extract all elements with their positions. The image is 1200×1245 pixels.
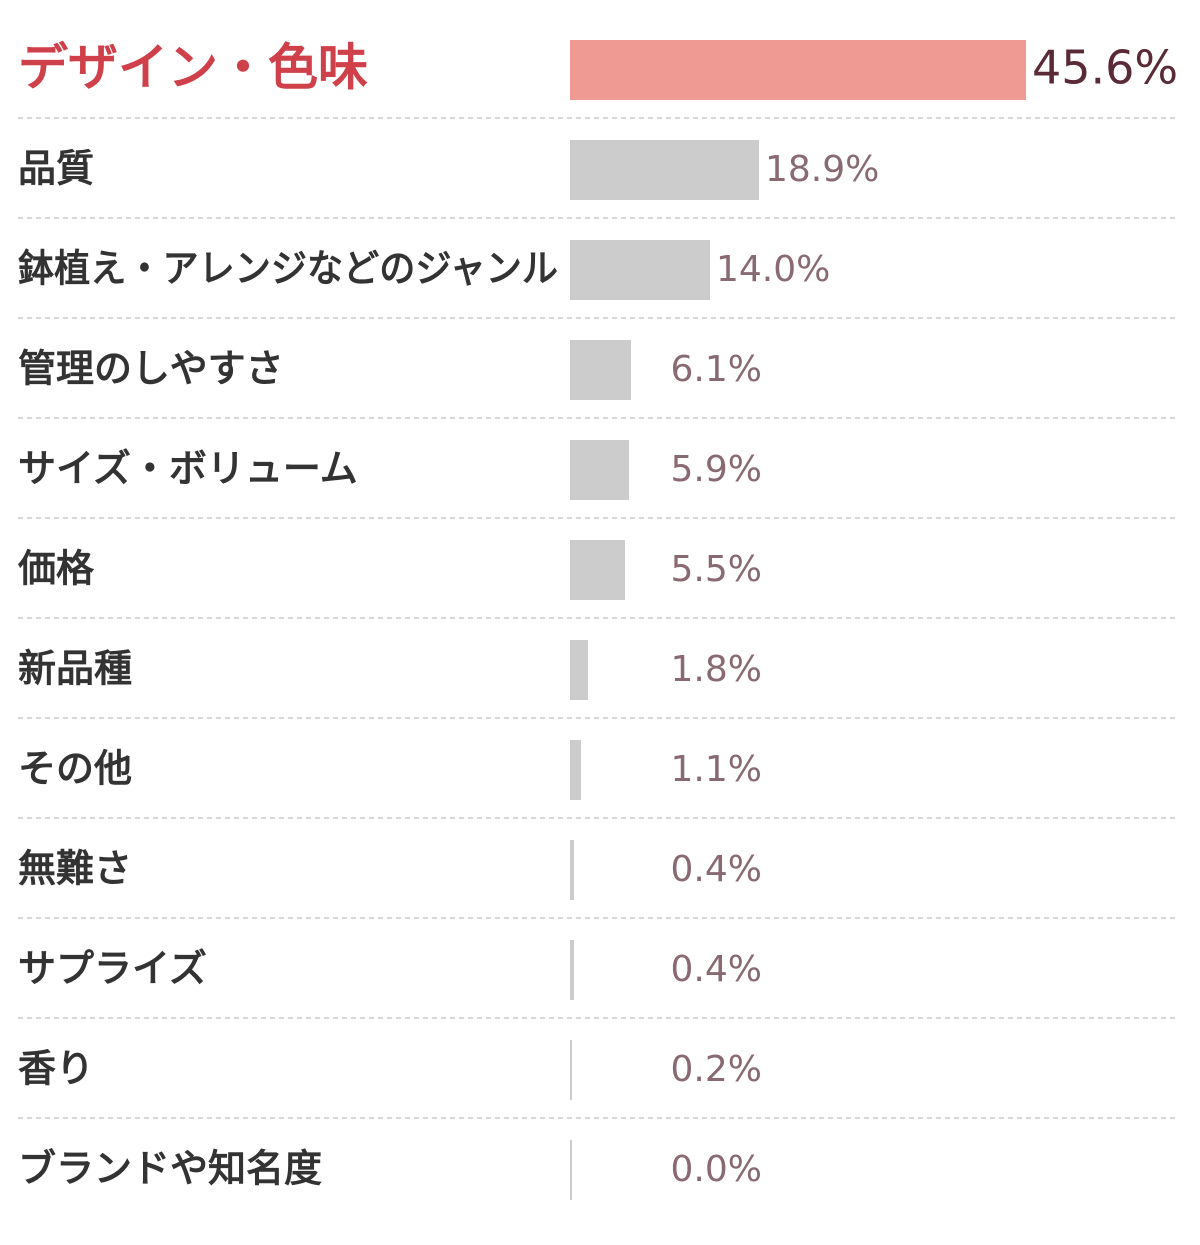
category-label: その他 (18, 747, 132, 791)
category-label: サイズ・ボリューム (18, 447, 358, 491)
value-label: 0.4% (671, 949, 762, 990)
value-label: 5.9% (671, 449, 762, 490)
category-label: デザイン・色味 (18, 39, 368, 97)
value-label: 0.4% (671, 849, 762, 890)
bar (570, 40, 1026, 100)
bar (570, 440, 629, 500)
bar (570, 640, 588, 700)
bar (570, 1040, 572, 1100)
value-label: 1.8% (671, 649, 762, 690)
value-label: 0.2% (671, 1049, 762, 1090)
category-label: 無難さ (18, 847, 132, 891)
bar (570, 340, 631, 400)
value-label: 14.0% (716, 249, 830, 290)
category-label: サプライズ (18, 947, 207, 991)
bar (570, 740, 581, 800)
value-label: 0.0% (671, 1149, 762, 1190)
category-label: 新品種 (18, 647, 132, 691)
category-label: 管理のしやすさ (18, 347, 284, 391)
bar (570, 140, 759, 200)
bar (570, 940, 574, 1000)
category-label: 鉢植え・アレンジなどのジャンル (18, 247, 558, 291)
bar (570, 240, 710, 300)
value-label: 18.9% (765, 149, 879, 190)
bar (570, 840, 574, 900)
value-label: 6.1% (671, 349, 762, 390)
category-label: 品質 (18, 147, 94, 191)
category-label: 価格 (17, 547, 95, 591)
category-label: 香り (18, 1047, 94, 1091)
value-label: 45.6% (1032, 41, 1178, 95)
bar (570, 540, 625, 600)
category-label: ブランドや知名度 (18, 1147, 322, 1191)
value-label: 1.1% (671, 749, 762, 790)
value-label: 5.5% (671, 549, 762, 590)
